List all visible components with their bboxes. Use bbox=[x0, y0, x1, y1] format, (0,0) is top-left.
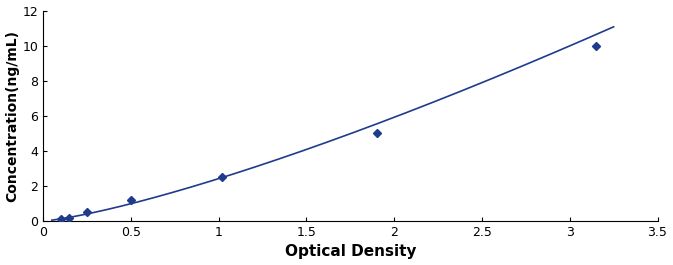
X-axis label: Optical Density: Optical Density bbox=[285, 244, 416, 259]
Y-axis label: Concentration(ng/mL): Concentration(ng/mL) bbox=[5, 30, 20, 202]
